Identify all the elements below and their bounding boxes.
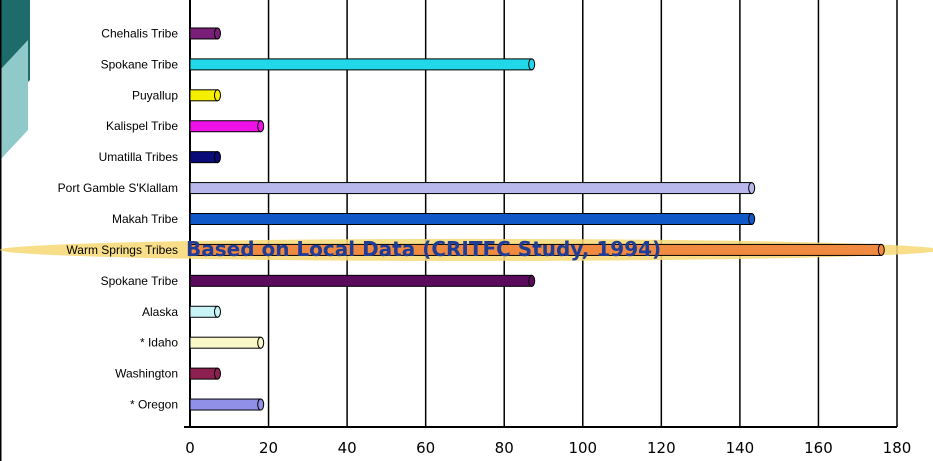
- bar-cap-10: [257, 336, 265, 349]
- x-tick-140: 140: [726, 439, 755, 457]
- tick-labels: 0 20 40 60 80 100 120 140 160 180: [185, 439, 911, 457]
- bar-11: [189, 367, 218, 380]
- category-label-2: Puyallup: [132, 88, 178, 102]
- bar-8: [189, 274, 533, 287]
- x-tick-100: 100: [568, 439, 597, 457]
- category-label-0: Chehalis Tribe: [101, 26, 178, 40]
- category-label-5: Port Gamble S'Klallam: [58, 181, 178, 195]
- x-tick-40: 40: [338, 439, 357, 457]
- bar-cap-1: [528, 58, 536, 71]
- category-label-3: Kalispel Tribe: [106, 119, 178, 133]
- bar-cap-8: [528, 274, 536, 287]
- x-tick-180: 180: [883, 439, 912, 457]
- bar-cap-0: [213, 27, 221, 40]
- category-label-4: Umatilla Tribes: [99, 150, 178, 164]
- category-label-12: * Oregon: [130, 398, 178, 412]
- bar-9: [189, 305, 218, 318]
- category-label-10: * Idaho: [140, 336, 178, 350]
- category-label-6: Makah Tribe: [112, 212, 178, 226]
- bar-10: [189, 336, 262, 349]
- category-label-11: Washington: [115, 367, 178, 381]
- category-label-9: Alaska: [142, 305, 178, 319]
- bar-cap-11: [213, 367, 221, 380]
- x-tick-80: 80: [495, 439, 514, 457]
- bar-cap-4: [213, 151, 221, 164]
- bar-cap-3: [257, 120, 265, 133]
- bar-cap-6: [748, 213, 756, 225]
- bar-0: [189, 27, 218, 40]
- bar-cap-2: [213, 89, 221, 102]
- bar-2: [189, 89, 218, 102]
- x-tick-160: 160: [804, 439, 833, 457]
- bar-cap-5: [748, 182, 756, 195]
- bar-5: [189, 182, 753, 195]
- x-tick-0: 0: [185, 439, 195, 457]
- slide-corner-light: [0, 40, 28, 160]
- annotation-label: Based on Local Data (CRITFC Study, 1994): [186, 237, 661, 261]
- bar-4: [189, 151, 218, 164]
- bar-1: [189, 58, 533, 71]
- bar-6: [189, 213, 753, 225]
- x-tick-60: 60: [416, 439, 435, 457]
- x-tick-120: 120: [647, 439, 676, 457]
- bar-cap-9: [213, 305, 221, 318]
- bars: [189, 27, 885, 411]
- category-labels: Chehalis Tribe Spokane Tribe Puyallup Kalis…: [58, 26, 179, 411]
- bar-cap-7: [877, 243, 885, 256]
- category-label-7: Warm Springs Tribes: [66, 243, 178, 257]
- category-label-8: Spokane Tribe: [101, 274, 179, 288]
- bar-cap-12: [257, 398, 265, 411]
- bar-3: [189, 120, 262, 133]
- category-label-1: Spokane Tribe: [101, 57, 179, 71]
- x-tick-20: 20: [259, 439, 278, 457]
- bar-12: [189, 398, 262, 411]
